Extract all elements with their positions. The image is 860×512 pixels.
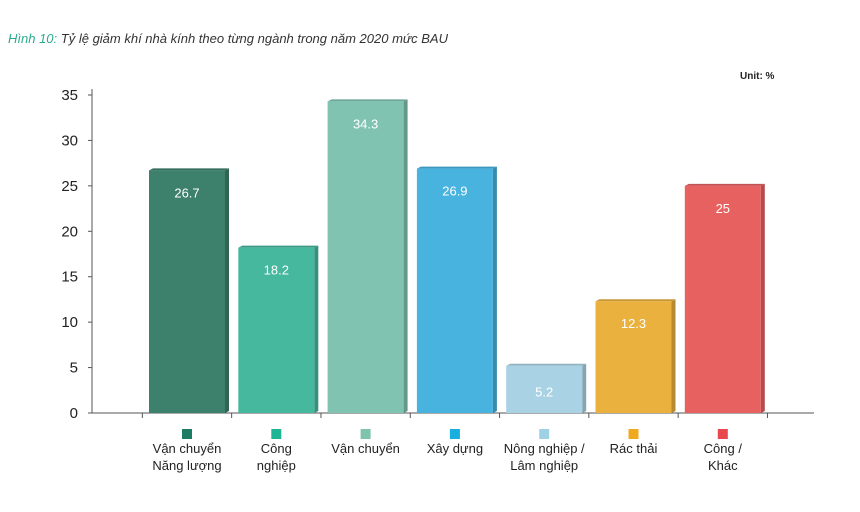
legend-marker	[182, 429, 192, 439]
bar-value-label: 25	[716, 201, 730, 216]
x-category-label: Nông nghiệp /	[504, 441, 585, 456]
x-category-label: Vận chuyển	[331, 441, 400, 456]
x-category-label: Công /	[704, 441, 743, 456]
legend-marker	[360, 429, 371, 439]
legend-marker	[271, 429, 282, 439]
bar-value-label: 5.2	[535, 384, 553, 399]
chart-title-row: Hình 10: Tỷ lệ giảm khí nhà kính theo từ…	[8, 31, 448, 46]
bar-side	[582, 363, 587, 413]
legend-marker	[449, 429, 460, 439]
x-category-label: Lâm nghiệp	[510, 458, 578, 473]
x-category-label: Công	[261, 441, 292, 456]
bar-side	[403, 99, 408, 414]
bar-top	[684, 183, 765, 186]
legend-marker	[717, 429, 728, 439]
bar-top	[327, 99, 408, 102]
x-category-label: Năng lượng	[152, 458, 221, 473]
bar-side	[671, 299, 676, 413]
x-category-label: Xây dựng	[427, 441, 483, 456]
y-tick-label: 0	[70, 405, 78, 422]
bar-side	[492, 166, 497, 413]
bar	[595, 301, 672, 413]
bar	[238, 247, 315, 413]
chart-title: Tỷ lệ giảm khí nhà kính theo từng ngành …	[60, 31, 448, 46]
y-tick-label: 5	[70, 360, 78, 377]
unit-label: Unit: %	[740, 71, 775, 82]
bar-value-label: 34.3	[353, 116, 378, 131]
legend: Vận chuyển Năng lượng Công nghiệp Vận chuyển…	[152, 429, 742, 473]
bar-top	[238, 245, 319, 248]
bar-side	[314, 245, 319, 413]
y-tick-label: 25	[61, 178, 78, 195]
x-category-label: nghiệp	[257, 458, 296, 473]
bar	[416, 168, 493, 413]
bar-top	[595, 299, 676, 302]
y-tick-label: 35	[61, 87, 78, 104]
bar-side	[760, 183, 765, 413]
bar-value-label: 26.7	[174, 185, 199, 200]
figure-number: Hình 10:	[8, 31, 58, 46]
y-tick-label: 10	[61, 314, 78, 331]
bar-value-label: 18.2	[264, 263, 289, 278]
bar-top	[149, 168, 229, 171]
bar-top	[416, 166, 497, 169]
bar	[327, 101, 404, 414]
bars: 26.7 18.2 34.3 26.9 5.2 12.3 25	[149, 99, 765, 414]
bar-value-label: 12.3	[621, 316, 646, 331]
x-category-label: Rác thải	[610, 441, 658, 456]
bar	[506, 365, 583, 413]
x-category-label: Vận chuyển	[153, 441, 222, 456]
legend-marker	[539, 429, 550, 439]
bar-side	[225, 168, 229, 413]
bar-value-label: 26.9	[442, 184, 467, 199]
y-tick-label: 20	[61, 223, 78, 240]
bar	[149, 170, 225, 413]
y-tick-label: 15	[61, 269, 78, 286]
y-tick-label: 30	[61, 132, 78, 149]
legend-marker	[628, 429, 639, 439]
bar	[684, 185, 761, 413]
bar-top	[506, 363, 587, 366]
x-category-label: Khác	[708, 458, 738, 473]
